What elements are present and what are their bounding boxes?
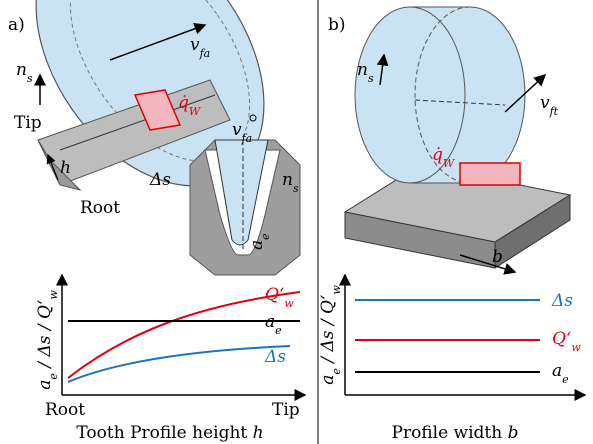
axis-label: ae / Δs / Q‘w (35, 290, 60, 390)
label: Tip (14, 113, 42, 133)
plot-b-axes (345, 275, 585, 395)
curve-label: ae (552, 361, 569, 386)
tooth-detail (190, 140, 300, 275)
axis-end: Tip (272, 400, 300, 420)
curve-label: Q‘w (552, 329, 581, 354)
label: b (492, 247, 503, 267)
figure: a) ns vfa q̇W Tip h Root Δs vfa ns ae ae… (0, 0, 593, 444)
panel-label: b) (328, 15, 346, 35)
axis-title: Tooth Profile height h (76, 423, 263, 443)
curve-label: Q‘w (265, 285, 294, 310)
label: h (60, 158, 71, 178)
curve-label: Δs (264, 347, 286, 367)
label: vft (540, 93, 559, 118)
curve-label: ae (265, 312, 282, 337)
axis-title: Profile width b (392, 423, 519, 443)
axis-label: ae / Δs / Q‘w (318, 285, 343, 385)
curve-label: Δs (551, 291, 573, 311)
label: ns (16, 60, 33, 85)
axis-start: Root (45, 400, 85, 420)
panel-label: a) (8, 15, 25, 35)
label: Root (80, 198, 120, 218)
label: Δs (149, 170, 171, 190)
